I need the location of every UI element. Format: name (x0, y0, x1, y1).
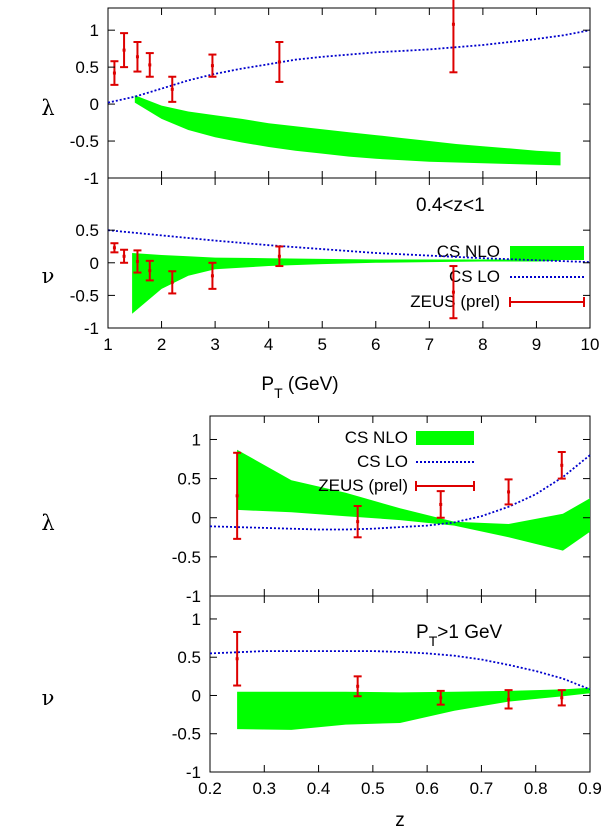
y-tick-label: -0.5 (172, 548, 201, 567)
x-tick-label: 0.3 (252, 779, 276, 798)
x-tick-label: 9 (532, 335, 541, 354)
legend-swatch-zeus (509, 297, 585, 307)
zeus-data-point (353, 505, 362, 539)
zeus-data-point (133, 249, 142, 274)
y-axis-label-lambda-top: λ (41, 96, 54, 120)
y-axis-label-lambda-bottom: λ (41, 511, 54, 535)
plot-frame-3 (209, 595, 591, 773)
x-tick-label: 0.5 (361, 779, 385, 798)
y-tick-label: -1 (186, 587, 201, 606)
x-tick-label: 1 (103, 335, 112, 354)
panel-lambda-pt: 1 0.5 0 -0.5 -1 CS NLO CS LO ZEUS (prel) λ (41, 0, 591, 311)
zeus-data-point (449, 0, 458, 74)
legend-swatch-zeus (415, 481, 475, 491)
y-tick-label: 0.5 (75, 221, 99, 240)
x-tick-label: 8 (478, 335, 487, 354)
x-axis-label-z: z (395, 810, 405, 831)
x-tick-label: 0.7 (470, 779, 494, 798)
x-tick-label: 0.4 (307, 779, 331, 798)
zeus-data-point (233, 630, 242, 687)
zeus-data-point (145, 52, 154, 78)
zeus-data-point (168, 75, 177, 103)
zeus-data-point (557, 689, 566, 707)
x-tick-label: 5 (317, 335, 326, 354)
y-tick-label: -1 (186, 763, 201, 782)
zeus-data-point (436, 689, 445, 706)
zeus-data-point (110, 60, 119, 86)
cs-nlo-band (237, 687, 590, 730)
zeus-data-point (449, 265, 458, 320)
x-tick-label: 6 (371, 335, 380, 354)
y-tick-label: 0 (192, 509, 201, 528)
legend-label-zeus: ZEUS (prel) (318, 476, 408, 495)
cs-lo-line (107, 229, 591, 263)
cs-lo-line (209, 454, 591, 531)
x-tick-label: 0.8 (524, 779, 548, 798)
y-tick-label: -0.5 (70, 286, 99, 305)
plot-frame-1 (107, 177, 591, 329)
legend-label-cs-nlo: CS NLO (345, 428, 408, 447)
zeus-data-point (233, 451, 242, 540)
panel-lambda-z: 1 0.5 0 -0.5 -1 CS NLO CS LO ZEUS (prel) λ (41, 415, 591, 606)
cs-nlo-band (134, 95, 561, 166)
legend-label-cs-lo: CS LO (357, 452, 408, 471)
annotation-z-range: 0.4<z<1 (416, 195, 485, 216)
y-tick-label: -1 (84, 169, 99, 188)
zeus-data-point (208, 53, 217, 78)
x-axis-label-pt: PT (GeV) (261, 374, 338, 401)
zeus-data-point (133, 41, 142, 73)
legend-swatch-cs-nlo (416, 431, 474, 445)
legend: CS NLO CS LO ZEUS (prel) (318, 428, 475, 495)
y-axis-label-nu-top: ν (42, 264, 55, 288)
zeus-data-point (120, 32, 129, 69)
y-tick-label: 0.5 (177, 648, 201, 667)
y-tick-label: -1 (84, 319, 99, 338)
legend-label-cs-lo: CS LO (449, 267, 500, 286)
zeus-data-point (504, 689, 513, 710)
y-tick-label: 1 (192, 430, 201, 449)
y-tick-label: -0.5 (70, 132, 99, 151)
zeus-data-point (120, 248, 129, 264)
cs-nlo-band (237, 449, 590, 551)
zeus-data-point (168, 270, 177, 295)
zeus-data-point (208, 261, 217, 290)
x-tick-label: 0.6 (415, 779, 439, 798)
legend: CS NLO CS LO ZEUS (prel) (410, 242, 585, 311)
panel-nu-pt: 0.5 0 -0.5 -11 2 3 4 5 6 7 8 9 10 0.4<z<1 ν PT (GeV) (42, 177, 600, 401)
y-tick-label: 0.5 (75, 58, 99, 77)
cs-nlo-band (132, 253, 561, 314)
x-tick-label: 3 (210, 335, 219, 354)
legend-label-zeus: ZEUS (prel) (410, 292, 500, 311)
y-tick-label: 0 (90, 95, 99, 114)
zeus-data-point (436, 490, 445, 519)
cs-lo-line (209, 650, 591, 691)
zeus-data-point (275, 41, 284, 83)
y-tick-label: 1 (192, 610, 201, 629)
y-tick-label: -0.5 (172, 725, 201, 744)
y-axis-label-nu-bottom: ν (42, 686, 55, 710)
x-tick-label: 0.2 (198, 779, 222, 798)
legend-swatch-cs-nlo (510, 246, 584, 260)
y-tick-label: 0 (192, 686, 201, 705)
zeus-data-point (353, 675, 362, 698)
zeus-data-point (557, 451, 566, 480)
zeus-data-point (504, 478, 513, 506)
y-tick-label: 1 (90, 21, 99, 40)
x-tick-label: 10 (581, 335, 600, 354)
annotation-pt-cut: PT>1 GeV (416, 622, 503, 649)
x-tick-label: 4 (264, 335, 273, 354)
zeus-data-point (110, 242, 119, 254)
y-tick-label: 0 (90, 254, 99, 273)
x-tick-label: 7 (425, 335, 434, 354)
panel-nu-z: 1 0.5 0 -0.5 -10.2 0.3 0.4 0.5 0.6 0.7 0.8 0.9 PT>1… (42, 595, 602, 831)
x-tick-label: 2 (157, 335, 166, 354)
zeus-data-point (275, 245, 284, 268)
x-tick-label: 0.9 (578, 779, 602, 798)
zeus-data-point (145, 259, 154, 282)
y-tick-label: 0.5 (177, 470, 201, 489)
